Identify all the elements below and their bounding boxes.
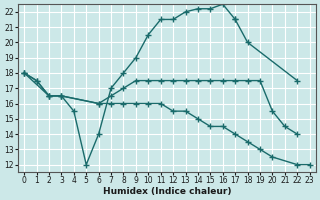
X-axis label: Humidex (Indice chaleur): Humidex (Indice chaleur)	[103, 187, 231, 196]
